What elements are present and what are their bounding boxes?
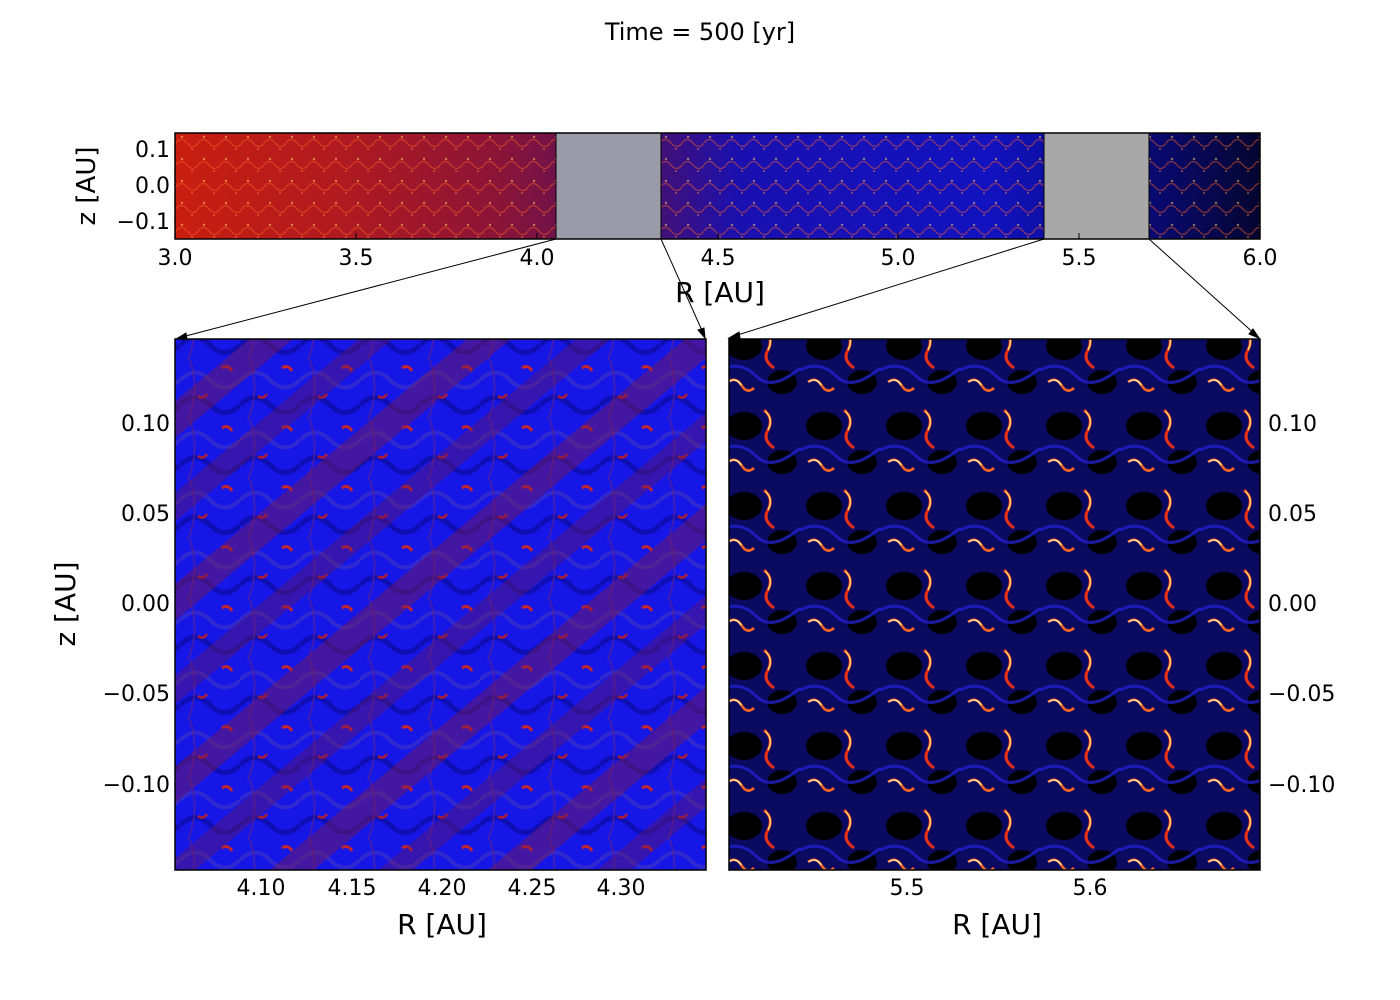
left-panel-frame xyxy=(174,338,707,871)
top-xlabel: R [AU] xyxy=(675,276,765,309)
left-xtick-label: 4.10 xyxy=(237,876,286,901)
connector-arrow xyxy=(1148,238,1258,337)
right-ytick-label: −0.10 xyxy=(1268,773,1335,798)
left-panel-bands xyxy=(175,339,706,870)
top-ytick-label: 0.1 xyxy=(135,138,170,163)
right-ytick-label: −0.05 xyxy=(1268,682,1335,707)
arrow-head-icon xyxy=(727,331,741,339)
top-x-ticks xyxy=(174,233,1261,239)
right-xtick-label: 5.5 xyxy=(890,876,925,901)
arrow-head-icon xyxy=(1248,328,1261,340)
left-xtick-label: 4.15 xyxy=(328,876,377,901)
top-xtick-label: 3.0 xyxy=(158,246,193,271)
right-xtick-label: 5.6 xyxy=(1073,876,1108,901)
right-panel-frame xyxy=(728,338,1261,871)
top-xtick-label: 5.5 xyxy=(1062,246,1097,271)
arrow-head-icon xyxy=(697,327,706,340)
right-xlabel: R [AU] xyxy=(952,908,1042,941)
left-ytick-label: 0.05 xyxy=(121,502,170,527)
top-xtick-label: 4.0 xyxy=(520,246,555,271)
right-ytick-label: 0.00 xyxy=(1268,592,1317,617)
top-zoom-box-left xyxy=(555,132,662,240)
arrow-head-icon xyxy=(174,332,188,340)
right-panel-image xyxy=(729,339,1260,870)
right-ytick-label: 0.05 xyxy=(1268,502,1317,527)
top-ylabel: z [AU] xyxy=(72,146,102,225)
left-ylabel: z [AU] xyxy=(49,561,82,646)
left-xlabel: R [AU] xyxy=(397,908,487,941)
left-ytick-label: 0.10 xyxy=(121,412,170,437)
left-ytick-label: −0.10 xyxy=(103,773,170,798)
left-xtick-label: 4.25 xyxy=(508,876,557,901)
connector-arrow xyxy=(730,238,1045,338)
top-xtick-label: 6.0 xyxy=(1243,246,1278,271)
top-ytick-label: −0.1 xyxy=(117,210,170,235)
top-xtick-label: 3.5 xyxy=(339,246,374,271)
left-ytick-label: 0.00 xyxy=(121,592,170,617)
top-xtick-label: 4.5 xyxy=(701,246,736,271)
left-xtick-label: 4.20 xyxy=(418,876,467,901)
zoom-connectors xyxy=(174,238,1261,340)
figure-title: Time = 500 [yr] xyxy=(604,18,795,46)
connector-arrow xyxy=(660,238,705,336)
left-ytick-label: −0.05 xyxy=(103,682,170,707)
left-panel: 4.10 4.15 4.20 4.25 4.30 0.10 0.05 0.00 … xyxy=(49,338,707,941)
right-ytick-label: 0.10 xyxy=(1268,412,1317,437)
left-xtick-label: 4.30 xyxy=(597,876,646,901)
top-xtick-label: 5.0 xyxy=(881,246,916,271)
right-panel: 5.5 5.6 0.10 0.05 0.00 −0.05 −0.10 R [AU… xyxy=(728,338,1335,941)
top-ytick-label: 0.0 xyxy=(135,174,170,199)
top-panel: 3.0 3.5 4.0 4.5 5.0 5.5 6.0 0.1 0.0 −0.1… xyxy=(72,132,1278,309)
connector-arrow xyxy=(177,238,557,339)
top-zoom-box-right xyxy=(1043,132,1150,240)
